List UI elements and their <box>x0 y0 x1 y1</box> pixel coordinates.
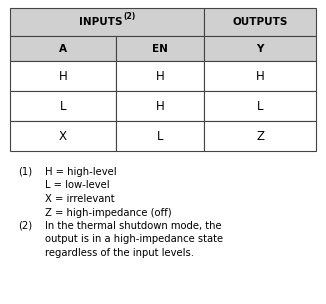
Bar <box>10 61 116 91</box>
Text: (1): (1) <box>18 167 32 177</box>
Text: (2): (2) <box>123 12 135 22</box>
Bar <box>204 61 316 91</box>
Text: H: H <box>256 70 264 82</box>
Text: H = high-level: H = high-level <box>45 167 117 177</box>
Text: L: L <box>157 130 163 143</box>
Bar <box>204 8 316 36</box>
Text: X: X <box>59 130 67 143</box>
Bar <box>10 36 116 61</box>
Text: EN: EN <box>152 43 168 54</box>
Bar <box>116 91 204 121</box>
Text: INPUTS: INPUTS <box>80 17 123 27</box>
Text: regardless of the input levels.: regardless of the input levels. <box>45 248 194 258</box>
Text: H: H <box>58 70 67 82</box>
Text: In the thermal shutdown mode, the: In the thermal shutdown mode, the <box>45 221 222 231</box>
Bar <box>10 91 116 121</box>
Text: Z: Z <box>256 130 264 143</box>
Text: H: H <box>156 99 164 112</box>
Bar <box>116 121 204 151</box>
Text: Y: Y <box>257 43 264 54</box>
Text: (2): (2) <box>18 221 32 231</box>
Text: L: L <box>257 99 263 112</box>
Text: L: L <box>60 99 66 112</box>
Bar <box>204 36 316 61</box>
Text: Z = high-impedance (off): Z = high-impedance (off) <box>45 208 171 217</box>
Text: OUTPUTS: OUTPUTS <box>232 17 288 27</box>
Bar <box>116 61 204 91</box>
Text: A: A <box>59 43 67 54</box>
Bar <box>10 8 204 36</box>
Bar <box>204 91 316 121</box>
Text: H: H <box>156 70 164 82</box>
Text: L = low-level: L = low-level <box>45 181 110 191</box>
Bar <box>204 121 316 151</box>
Text: output is in a high-impedance state: output is in a high-impedance state <box>45 234 223 244</box>
Bar <box>10 121 116 151</box>
Bar <box>116 36 204 61</box>
Text: X = irrelevant: X = irrelevant <box>45 194 115 204</box>
